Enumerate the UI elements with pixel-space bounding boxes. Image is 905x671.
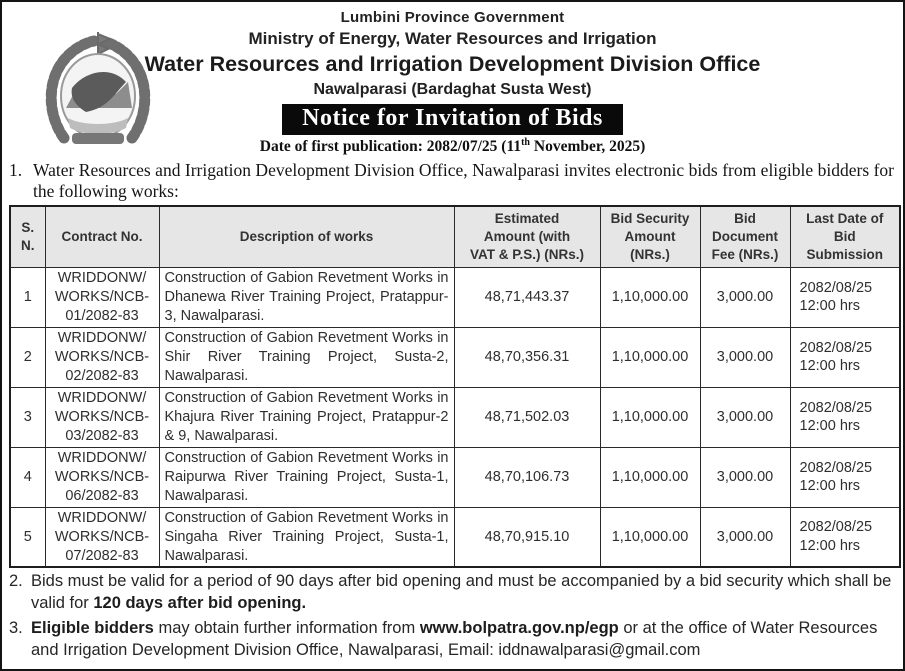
- government-emblem-icon: [45, 32, 151, 144]
- info-text-1: may obtain further information from: [153, 619, 420, 637]
- header-document-fee: Bid Document Fee (NRs.): [699, 205, 791, 268]
- publication-date-suffix: November, 2025): [530, 138, 646, 156]
- info-text-2: or at the office of Water Resources and …: [31, 619, 878, 659]
- information-clause: 3. Eligible bidders may obtain further i…: [9, 618, 896, 662]
- contract-no-cell: WRIDDONW/ WORKS/NCB- 01/2082-83: [44, 266, 160, 328]
- last-date-cell: 2082/08/25 12:00 hrs: [789, 446, 901, 508]
- validity-clause: 2. Bids must be valid for a period of 90…: [9, 571, 896, 615]
- portal-url-bold: www.bolpatra.gov.np/egp: [419, 619, 619, 637]
- contract-no-cell: WRIDDONW/ WORKS/NCB- 02/2082-83: [44, 326, 160, 388]
- validity-text: Bids must be valid for a period of 90 da…: [31, 572, 892, 613]
- estimated-amount-cell: 48,70,356.31: [453, 326, 601, 388]
- contract-no-cell: WRIDDONW/ WORKS/NCB- 07/2082-83: [44, 506, 160, 568]
- document-fee-cell: 3,000.00: [699, 326, 791, 388]
- clause-text: Water Resources and Irrigation Developme…: [33, 160, 894, 201]
- office-location: Nawalparasi (Bardaghat Susta West): [313, 81, 592, 98]
- contract-no-cell: WRIDDONW/ WORKS/NCB- 06/2082-83: [44, 446, 160, 508]
- ministry-title: Ministry of Energy, Water Resources and …: [248, 29, 657, 48]
- header-sn: S. N.: [9, 205, 46, 268]
- sn-cell: 3: [9, 386, 46, 448]
- header-estimated-amount: Estimated Amount (with VAT & P.S.) (NRs.…: [453, 205, 601, 268]
- sn-cell: 2: [9, 326, 46, 388]
- table-header-row: S. N. Contract No. Description of works …: [9, 205, 901, 268]
- table-row: 2 WRIDDONW/ WORKS/NCB- 02/2082-83 Constr…: [9, 326, 901, 388]
- last-date-cell: 2082/08/25 12:00 hrs: [789, 506, 901, 568]
- ordinal-suffix: th: [521, 137, 530, 148]
- description-cell: Construction of Gabion Revetment Works i…: [158, 506, 455, 568]
- document-fee-cell: 3,000.00: [699, 266, 791, 328]
- document-fee-cell: 3,000.00: [699, 506, 791, 568]
- header-description: Description of works: [158, 205, 455, 268]
- estimated-amount-cell: 48,70,915.10: [453, 506, 601, 568]
- table-row: 1 WRIDDONW/ WORKS/NCB- 01/2082-83 Constr…: [9, 266, 901, 328]
- contract-no-cell: WRIDDONW/ WORKS/NCB- 03/2082-83: [44, 386, 160, 448]
- bid-security-cell: 1,10,000.00: [599, 266, 701, 328]
- estimated-amount-cell: 48,70,106.73: [453, 446, 601, 508]
- bids-table: S. N. Contract No. Description of works …: [9, 205, 901, 569]
- clause-number: 2.: [9, 572, 23, 591]
- notice-banner: Notice for Invitation of Bids: [282, 104, 623, 135]
- last-date-cell: 2082/08/25 12:00 hrs: [789, 266, 901, 328]
- description-cell: Construction of Gabion Revetment Works i…: [158, 326, 455, 388]
- description-cell: Construction of Gabion Revetment Works i…: [158, 446, 455, 508]
- description-cell: Construction of Gabion Revetment Works i…: [158, 266, 455, 328]
- estimated-amount-cell: 48,71,443.37: [453, 266, 601, 328]
- estimated-amount-cell: 48,71,502.03: [453, 386, 601, 448]
- validity-bold-text: 120 days after bid opening.: [93, 594, 307, 613]
- publication-date-prefix: Date of first publication: 2082/07/25 (1…: [259, 138, 522, 156]
- office-title: Water Resources and Irrigation Developme…: [144, 52, 761, 76]
- eligible-bidders-bold: Eligible bidders: [31, 619, 154, 637]
- bid-security-cell: 1,10,000.00: [599, 326, 701, 388]
- clause-text: Bids must be valid for a period of 90 da…: [31, 571, 896, 615]
- clause-text: Eligible bidders may obtain further info…: [31, 618, 896, 662]
- bid-security-cell: 1,10,000.00: [599, 506, 701, 568]
- last-date-cell: 2082/08/25 12:00 hrs: [789, 326, 901, 388]
- header-bid-security: Bid Security Amount (NRs.): [599, 205, 701, 268]
- table-row: 3 WRIDDONW/ WORKS/NCB- 03/2082-83 Constr…: [9, 386, 901, 448]
- letterhead: Lumbini Province Government Ministry of …: [9, 9, 896, 156]
- description-cell: Construction of Gabion Revetment Works i…: [158, 386, 455, 448]
- bid-security-cell: 1,10,000.00: [599, 446, 701, 508]
- table-row: 5 WRIDDONW/ WORKS/NCB- 07/2082-83 Constr…: [9, 506, 901, 568]
- publication-date: Date of first publication: 2082/07/25 (1…: [9, 137, 896, 156]
- sn-cell: 4: [9, 446, 46, 508]
- header-contract-no: Contract No.: [44, 205, 160, 268]
- province-title: Lumbini Province Government: [340, 9, 565, 26]
- sn-cell: 1: [9, 266, 46, 328]
- document-fee-cell: 3,000.00: [699, 386, 791, 448]
- clause-number: 3.: [9, 619, 23, 637]
- header-last-date: Last Date of Bid Submission: [789, 205, 901, 268]
- clause-number: 1.: [9, 160, 23, 181]
- table-row: 4 WRIDDONW/ WORKS/NCB- 06/2082-83 Constr…: [9, 446, 901, 508]
- last-date-cell: 2082/08/25 12:00 hrs: [789, 386, 901, 448]
- sn-cell: 5: [9, 506, 46, 568]
- bid-security-cell: 1,10,000.00: [599, 386, 701, 448]
- document-fee-cell: 3,000.00: [699, 446, 791, 508]
- intro-clause: 1. Water Resources and Irrigation Develo…: [9, 160, 896, 201]
